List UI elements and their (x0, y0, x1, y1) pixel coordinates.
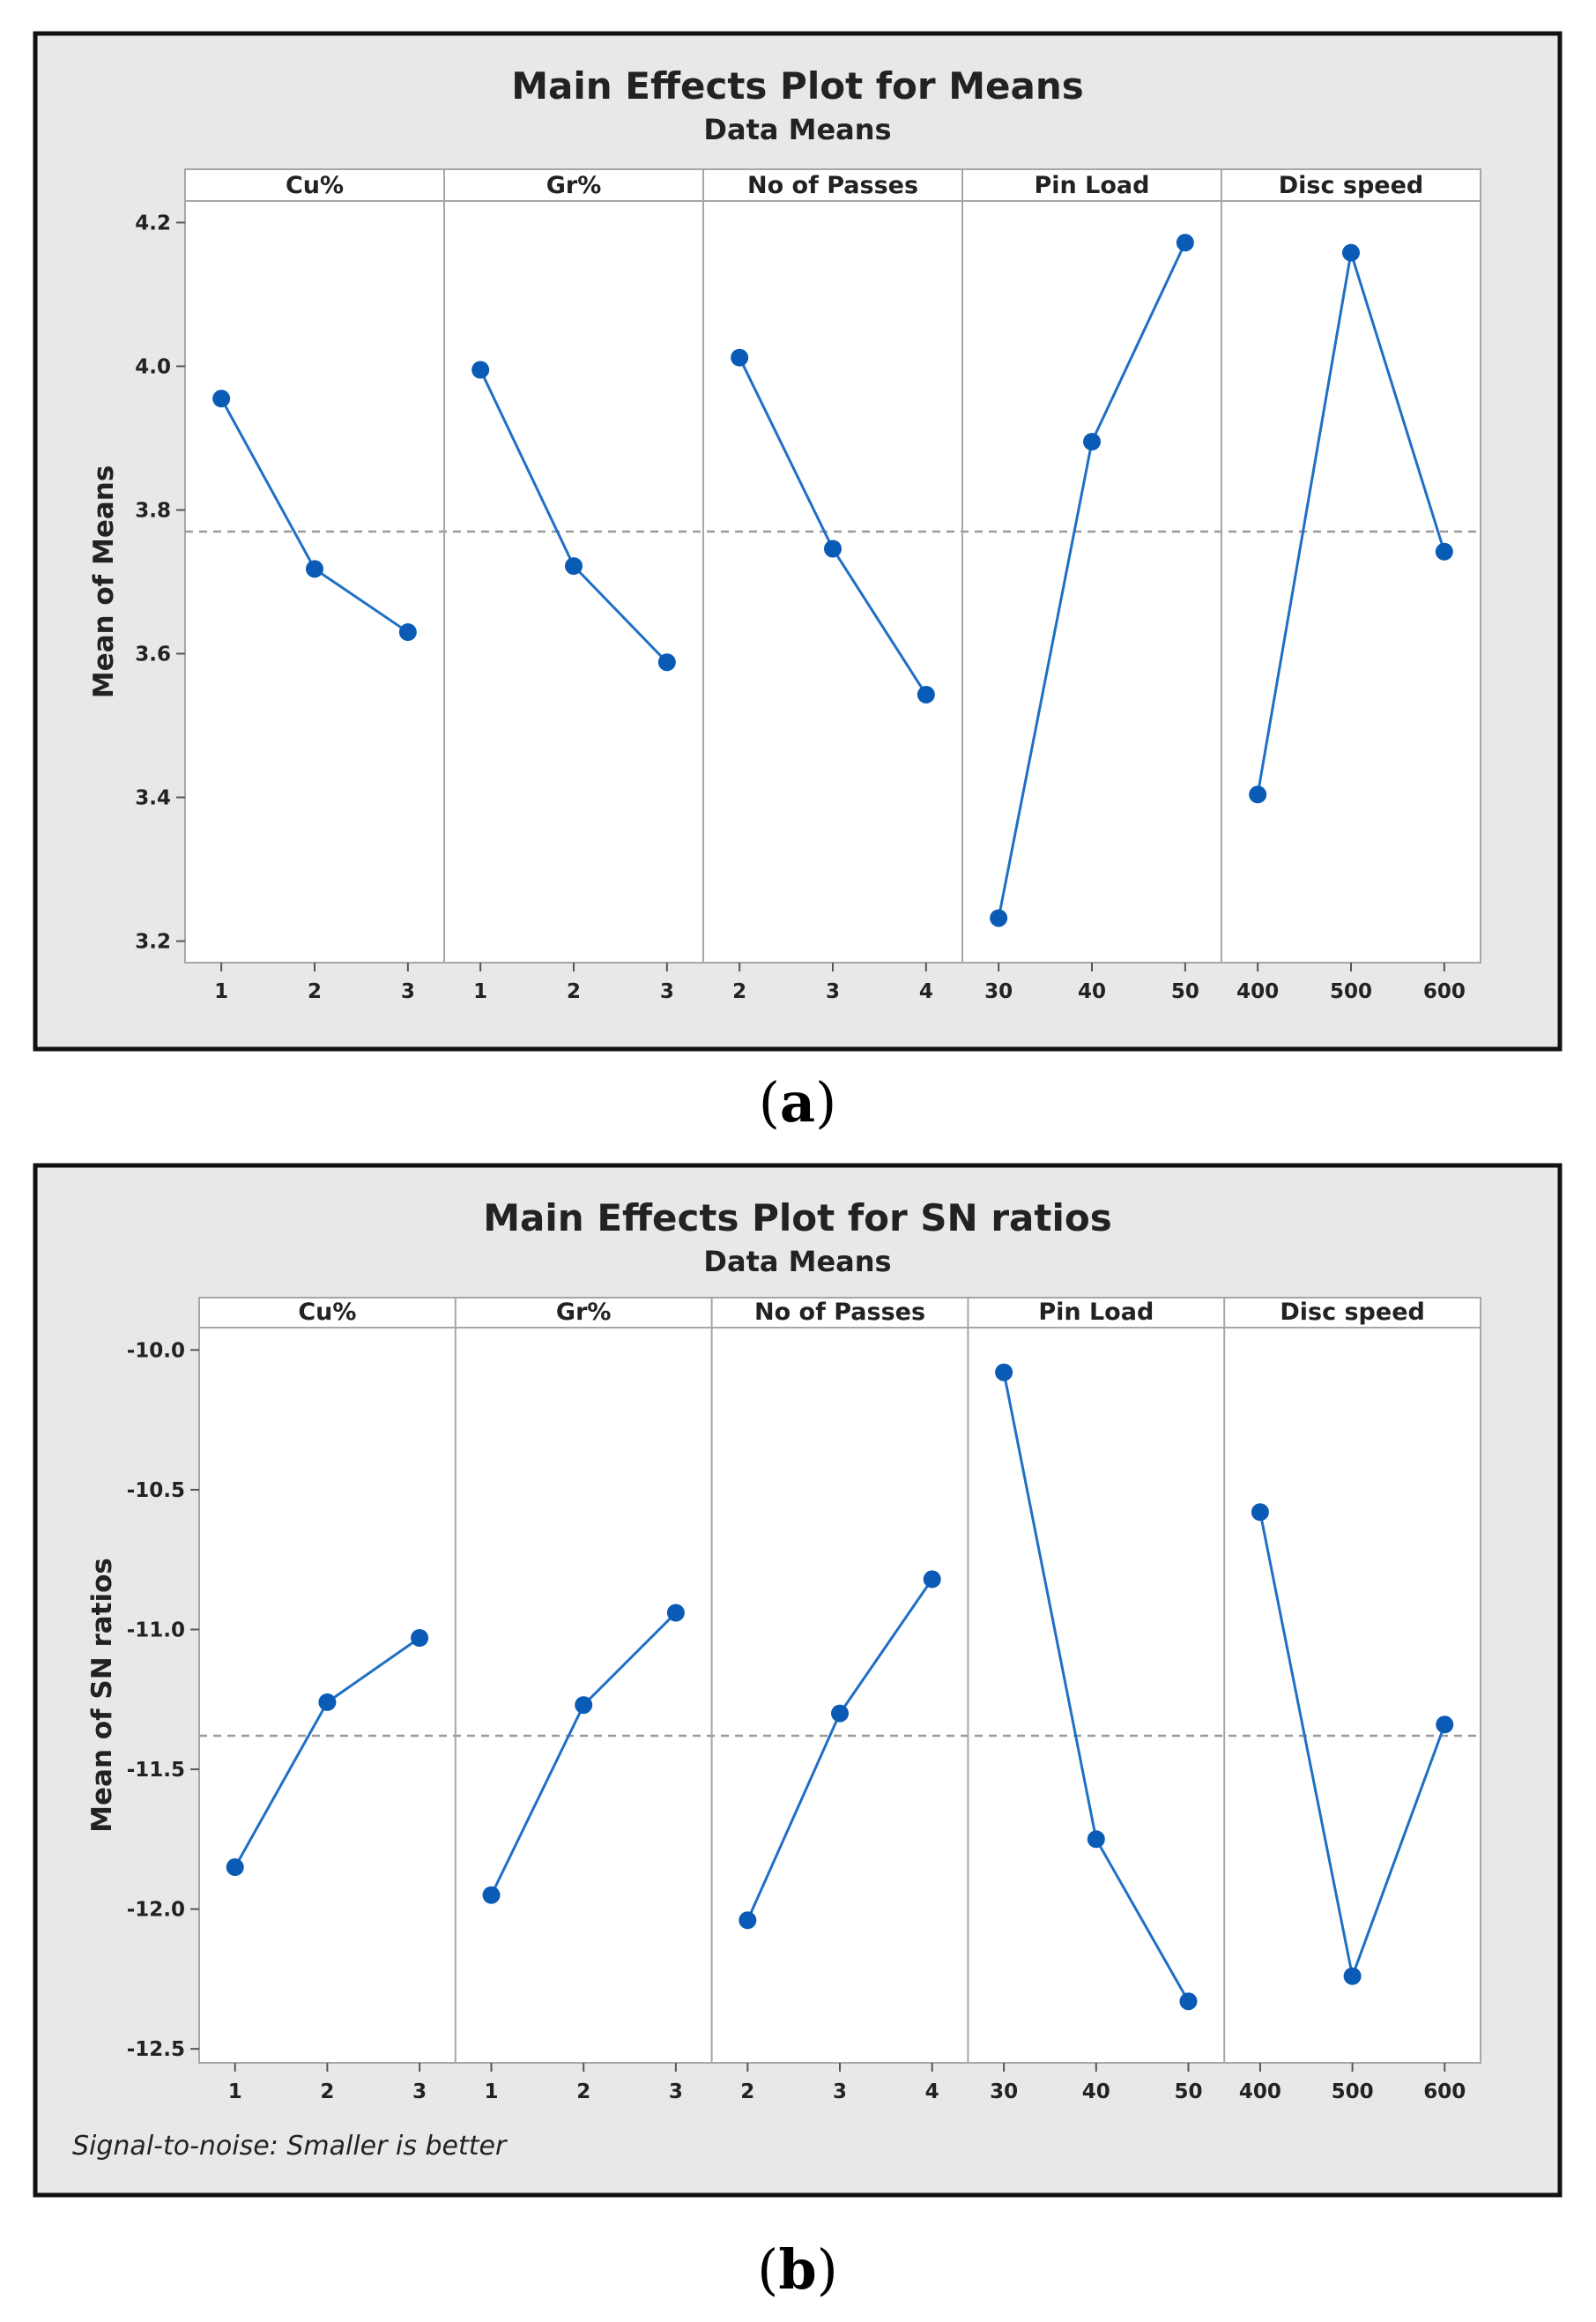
x-tick-label: 500 (1330, 980, 1372, 1003)
x-tick-label: 500 (1332, 2080, 1374, 2103)
y-tick-label: 3.2 (135, 931, 171, 954)
y-tick-label: 3.6 (135, 644, 171, 666)
x-tick-label: 40 (1078, 980, 1106, 1003)
x-tick-label: 4 (925, 2080, 939, 2103)
chart-title: Main Effects Plot for SN ratios (483, 1196, 1111, 1239)
x-tick-label: 40 (1082, 2080, 1110, 2103)
figure-a-means: Main Effects Plot for Means Data Means 3.2… (0, 0, 1596, 1146)
figure-caption: (a) (759, 1070, 837, 1135)
y-tick-label: 4.0 (135, 355, 171, 378)
x-tick-label: 2 (320, 2080, 334, 2103)
x-tick-label: 3 (833, 2080, 847, 2103)
data-point (306, 560, 323, 578)
data-point (1179, 1992, 1198, 2011)
data-point (411, 1628, 429, 1647)
y-tick-label: 3.4 (135, 787, 171, 810)
x-tick-label: 400 (1236, 980, 1279, 1003)
panel-label-no-of-passes: No of Passes (747, 172, 918, 199)
x-tick-label: 600 (1423, 980, 1466, 1003)
x-tick-label: 1 (485, 2080, 499, 2103)
data-point (917, 685, 935, 703)
data-point (824, 540, 842, 558)
data-point (471, 361, 490, 379)
plot-area (184, 168, 1481, 964)
x-tick-label: 600 (1423, 2080, 1466, 2103)
y-tick-label: -11.0 (127, 1619, 185, 1641)
panel-label-gr-: Gr% (546, 172, 602, 199)
panel-label-no-of-passes: No of Passes (754, 1299, 925, 1326)
y-axis-label: Mean of SN ratios (86, 1558, 118, 1833)
figure-b-sn-ratios: Main Effects Plot for SN ratios Data Mean… (0, 1146, 1596, 2318)
chart-subtitle: Data Means (703, 1245, 891, 1278)
data-point (1342, 243, 1360, 262)
data-point (1083, 433, 1101, 451)
panel-label-cu-: Cu% (298, 1299, 356, 1326)
data-point (1176, 234, 1194, 252)
data-point (212, 390, 231, 408)
chart-title: Main Effects Plot for Means (511, 64, 1084, 108)
x-tick-label: 30 (984, 980, 1013, 1003)
data-point (1435, 542, 1453, 561)
x-tick-label: 50 (1171, 980, 1199, 1003)
x-tick-label: 3 (401, 980, 415, 1003)
x-tick-label: 50 (1174, 2080, 1202, 2103)
x-tick-label: 400 (1239, 2080, 1281, 2103)
data-point (565, 557, 583, 576)
figure-caption: (b) (757, 2237, 838, 2302)
x-tick-label: 3 (660, 980, 674, 1003)
y-axis-label: Mean of Means (88, 465, 120, 699)
y-tick-label: -12.0 (127, 1899, 185, 1922)
data-point (1343, 1967, 1362, 1985)
means-chart-svg: Main Effects Plot for Means Data Means 3.2… (33, 31, 1563, 1135)
x-tick-label: 1 (473, 980, 487, 1003)
x-tick-label: 3 (412, 2080, 427, 2103)
y-tick-label: -10.5 (127, 1479, 185, 1502)
data-point (1087, 1830, 1105, 1849)
data-point (923, 1570, 941, 1589)
x-tick-label: 4 (919, 980, 933, 1003)
y-tick-label: 3.8 (135, 499, 171, 522)
x-tick-label: 2 (567, 980, 581, 1003)
panel-label-cu-: Cu% (286, 172, 344, 199)
data-point (831, 1704, 849, 1723)
panel-label-pin-load: Pin Load (1035, 172, 1150, 199)
panel-label-disc-speed: Disc speed (1280, 1299, 1425, 1326)
panel-label-disc-speed: Disc speed (1279, 172, 1424, 199)
y-tick-label: -12.5 (127, 2038, 185, 2061)
data-point (1436, 1715, 1454, 1734)
data-point (1251, 1503, 1269, 1522)
footnote: Signal-to-noise: Smaller is better (72, 2131, 508, 2162)
data-point (657, 653, 676, 672)
y-tick-label: 4.2 (135, 212, 171, 234)
data-point (739, 1911, 757, 1930)
x-tick-label: 1 (228, 2080, 242, 2103)
x-tick-label: 2 (732, 980, 746, 1003)
data-point (575, 1696, 593, 1715)
panel-label-pin-load: Pin Load (1038, 1299, 1154, 1326)
sn-ratios-chart-svg: Main Effects Plot for SN ratios Data Mean… (33, 1163, 1563, 2302)
data-point (482, 1886, 501, 1904)
data-point (226, 1858, 244, 1877)
x-tick-label: 2 (740, 2080, 754, 2103)
x-tick-label: 3 (669, 2080, 683, 2103)
y-tick-label: -11.5 (127, 1759, 185, 1782)
x-tick-label: 2 (308, 980, 322, 1003)
data-point (318, 1693, 337, 1711)
plot-area (198, 1297, 1481, 2064)
x-tick-label: 2 (576, 2080, 590, 2103)
x-tick-label: 3 (826, 980, 840, 1003)
chart-subtitle: Data Means (703, 113, 891, 146)
panel-label-gr-: Gr% (556, 1299, 612, 1326)
data-point (731, 348, 749, 367)
data-point (398, 623, 417, 642)
x-tick-label: 1 (214, 980, 228, 1003)
data-point (1249, 785, 1267, 804)
y-tick-label: -10.0 (127, 1339, 185, 1362)
data-point (990, 909, 1008, 927)
data-point (995, 1363, 1013, 1381)
data-point (666, 1604, 685, 1622)
x-tick-label: 30 (990, 2080, 1018, 2103)
